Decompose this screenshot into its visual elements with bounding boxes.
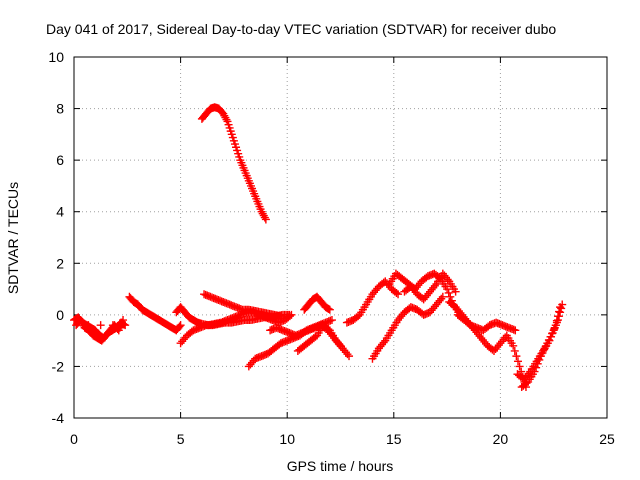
data-point [438,292,447,301]
data-point [555,312,564,321]
y-tick-label: 8 [56,101,64,117]
data-point [530,367,539,376]
data-point [515,362,524,371]
data-point [532,363,541,372]
data-point [512,352,521,361]
data-point [261,215,270,224]
data-point [260,213,269,222]
data-point [556,308,565,317]
series-arc-i [342,277,403,327]
x-tick-label: 10 [279,431,295,447]
series-arc-l [400,269,460,304]
x-tick-label: 5 [177,431,185,447]
y-tick-label: 0 [56,307,64,323]
data-point [96,321,105,330]
data-point [533,359,542,368]
data-point [345,352,354,361]
data-point [558,300,567,309]
y-tick-label: 2 [56,255,64,271]
y-tick-label: 10 [48,49,64,65]
data-point [535,355,544,364]
series-arc-d [200,290,285,321]
chart-title: Day 041 of 2017, Sidereal Day-to-day VTE… [46,21,556,37]
data-point [509,341,518,350]
y-tick-label: -4 [52,410,65,426]
data-point [437,294,446,303]
data-point [510,346,519,355]
data-point [444,288,453,297]
data-point [119,316,128,325]
data-marks [70,103,567,392]
data-point [379,338,388,347]
data-point [443,285,452,294]
y-tick-label: 4 [56,204,64,220]
series-arc-early [70,313,130,345]
axis-ticks: 0 5 10 15 20 25 -4 -2 0 2 4 6 8 10 [48,49,615,447]
data-point [175,322,184,331]
series-arc-p [517,300,567,392]
x-tick-label: 0 [70,431,78,447]
data-point [343,350,352,359]
data-point [513,357,522,366]
y-axis-label: SDTVAR / TECUs [5,182,21,294]
series-arc-g [293,321,354,361]
x-tick-label: 20 [493,431,509,447]
data-point [553,316,562,325]
data-point [557,304,566,313]
data-point [392,288,401,297]
data-point [276,312,285,321]
series-arc-h [300,292,334,314]
data-point [394,290,403,299]
y-tick-label: -2 [52,358,65,374]
data-point [443,275,452,284]
data-point [325,305,334,314]
data-point [511,326,520,335]
data-point [451,287,460,296]
data-point [222,115,231,124]
data-point [327,316,336,325]
data-point [430,281,439,290]
plot-frame [73,56,608,419]
x-axis-label: GPS time / hours [287,458,394,474]
series-arc-a [125,292,185,335]
grid [74,57,607,418]
y-tick-label: 6 [56,152,64,168]
data-point [285,310,294,319]
x-tick-label: 25 [599,431,615,447]
series-arc-n [453,310,520,335]
series-peak [197,103,270,224]
data-point [176,321,185,330]
x-tick-label: 15 [386,431,402,447]
series-arc-j [368,292,447,363]
